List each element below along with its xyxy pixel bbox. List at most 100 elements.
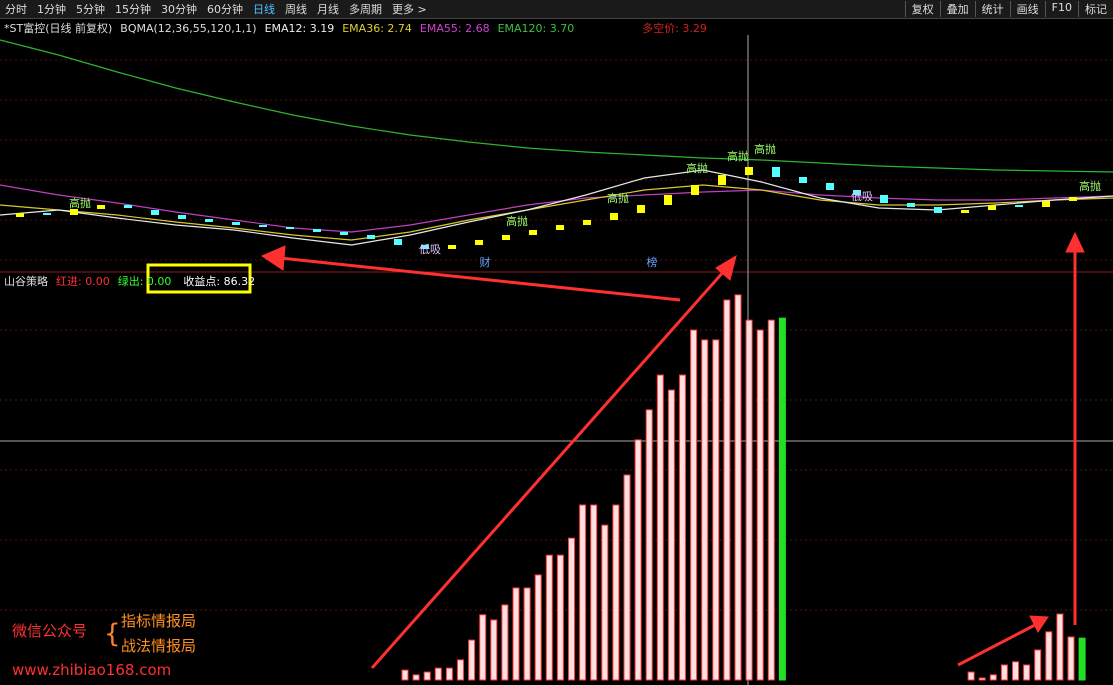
bar xyxy=(434,667,442,681)
tab[interactable]: 画线 xyxy=(1009,1,1045,17)
bar xyxy=(490,619,498,681)
tab[interactable]: 月线 xyxy=(317,3,339,16)
bar xyxy=(579,504,587,681)
arrows xyxy=(260,231,1085,669)
tab[interactable]: 更多 > xyxy=(392,3,427,16)
bar xyxy=(778,317,786,681)
candle xyxy=(745,167,753,175)
bar xyxy=(412,674,420,681)
candle xyxy=(448,245,456,249)
bull-bear: 多空价: 3.29 xyxy=(642,22,707,35)
tab[interactable]: 30分钟 xyxy=(161,3,197,16)
bar xyxy=(1000,664,1008,681)
bar xyxy=(712,339,720,681)
bar xyxy=(545,554,553,681)
tab[interactable]: 叠加 xyxy=(939,1,975,17)
candle xyxy=(583,220,591,225)
candle xyxy=(772,167,780,177)
bar xyxy=(534,574,542,681)
candle xyxy=(529,230,537,235)
candle xyxy=(1015,205,1023,207)
candle xyxy=(718,175,726,185)
bar xyxy=(1078,637,1086,681)
candle xyxy=(394,239,402,245)
tab[interactable]: 多周期 xyxy=(349,3,382,16)
candle xyxy=(205,219,213,222)
candle xyxy=(124,205,132,208)
watermark: 指标情报局 xyxy=(121,612,196,630)
bar xyxy=(523,587,531,681)
candle xyxy=(1069,197,1077,201)
line xyxy=(0,39,1113,173)
watermark: 战法情报局 xyxy=(121,637,196,655)
tab[interactable]: F10 xyxy=(1044,1,1078,17)
tab[interactable]: 5分钟 xyxy=(76,3,105,16)
candle xyxy=(232,222,240,225)
annotation: 高抛 xyxy=(754,142,776,156)
ema: EMA36: 2.74 xyxy=(342,21,412,35)
candle xyxy=(97,205,105,209)
tab[interactable]: 标记 xyxy=(1078,1,1113,17)
candle xyxy=(475,240,483,245)
stock-name: *ST富控(日线 前复权) xyxy=(4,22,113,35)
candle xyxy=(988,205,996,210)
indicator-chart xyxy=(401,294,1086,681)
annotation: 高抛 xyxy=(69,196,91,210)
main-legend: *ST富控(日线 前复权) BQMA(12,36,55,120,1,1) EMA… xyxy=(4,20,707,36)
tab[interactable]: 15分钟 xyxy=(115,3,151,16)
bar xyxy=(1045,631,1053,681)
annotation: 高抛 xyxy=(727,149,749,163)
red-in: 红进: 0.00 xyxy=(56,275,110,288)
watermark: www.zhibiao168.com xyxy=(12,661,171,679)
annotation: 高抛 xyxy=(1079,179,1101,193)
green-out: 绿出: 0.00 xyxy=(117,275,172,288)
annotation: 高抛 xyxy=(506,214,528,228)
tab[interactable]: 分时 xyxy=(5,3,27,16)
candle xyxy=(1042,201,1050,207)
bar xyxy=(623,474,631,681)
bar xyxy=(756,329,764,681)
tab[interactable]: 60分钟 xyxy=(207,3,243,16)
candle xyxy=(367,235,375,239)
candle xyxy=(853,190,861,195)
bar xyxy=(978,677,986,681)
candle xyxy=(178,215,186,219)
line xyxy=(0,184,1113,241)
tab[interactable]: 日线 xyxy=(253,3,275,16)
candle xyxy=(151,210,159,215)
line xyxy=(0,184,1113,233)
bar xyxy=(679,374,686,681)
candle xyxy=(556,225,564,230)
indicator-name: 山谷策略 xyxy=(4,275,48,288)
annotation: 榜 xyxy=(647,255,658,269)
bar xyxy=(745,319,753,681)
bar xyxy=(634,439,642,681)
indicator-name: BQMA(12,36,55,120,1,1) xyxy=(120,21,257,35)
grid xyxy=(0,59,1113,611)
profit: 收益点: 86.32 xyxy=(183,275,256,288)
tab[interactable]: 复权 xyxy=(904,1,940,17)
tab[interactable]: 统计 xyxy=(974,1,1010,17)
candle xyxy=(637,205,645,213)
ema: EMA12: 3.19 xyxy=(264,21,335,35)
tab[interactable]: 1分钟 xyxy=(37,3,66,16)
candle xyxy=(43,213,51,215)
candle xyxy=(799,177,807,183)
line xyxy=(0,169,1113,246)
annotation: 高抛 xyxy=(686,161,708,175)
candle xyxy=(664,195,672,205)
bar xyxy=(645,409,653,681)
annotation: 低吸 xyxy=(851,190,873,203)
bar xyxy=(568,537,575,681)
candle xyxy=(421,245,429,249)
candle xyxy=(313,229,321,232)
tab[interactable]: 周线 xyxy=(285,3,307,16)
annotation: 财 xyxy=(480,255,491,269)
candle xyxy=(826,183,834,190)
bar xyxy=(468,639,476,681)
candle xyxy=(610,213,618,220)
candle xyxy=(907,203,915,207)
bar xyxy=(656,374,664,681)
bar xyxy=(1023,664,1031,681)
